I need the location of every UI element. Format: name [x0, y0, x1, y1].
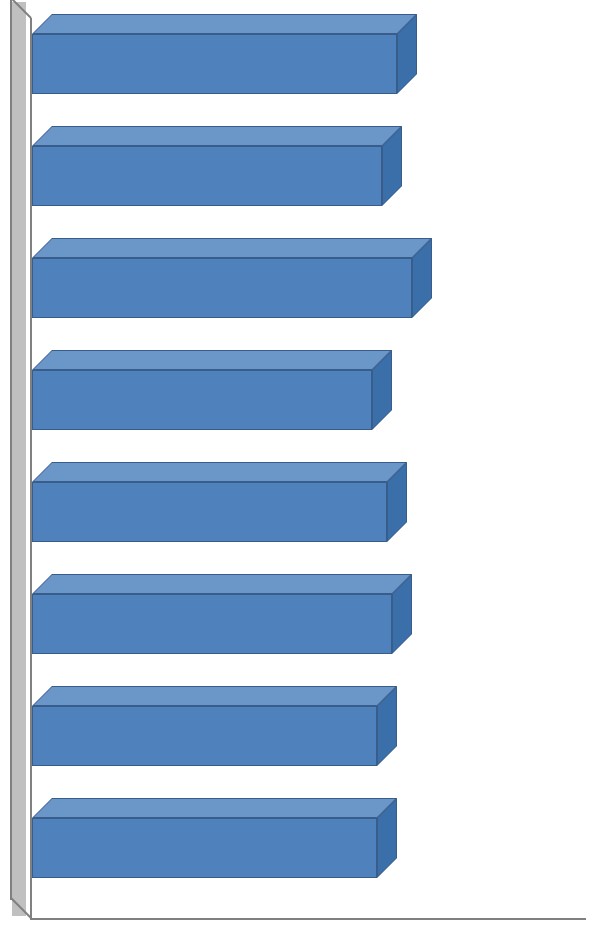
x-axis-line — [30, 918, 586, 920]
y-axis-back-line — [10, 0, 12, 900]
horizontal-3d-bar-chart — [0, 0, 596, 937]
chart-back-wall — [12, 2, 26, 916]
